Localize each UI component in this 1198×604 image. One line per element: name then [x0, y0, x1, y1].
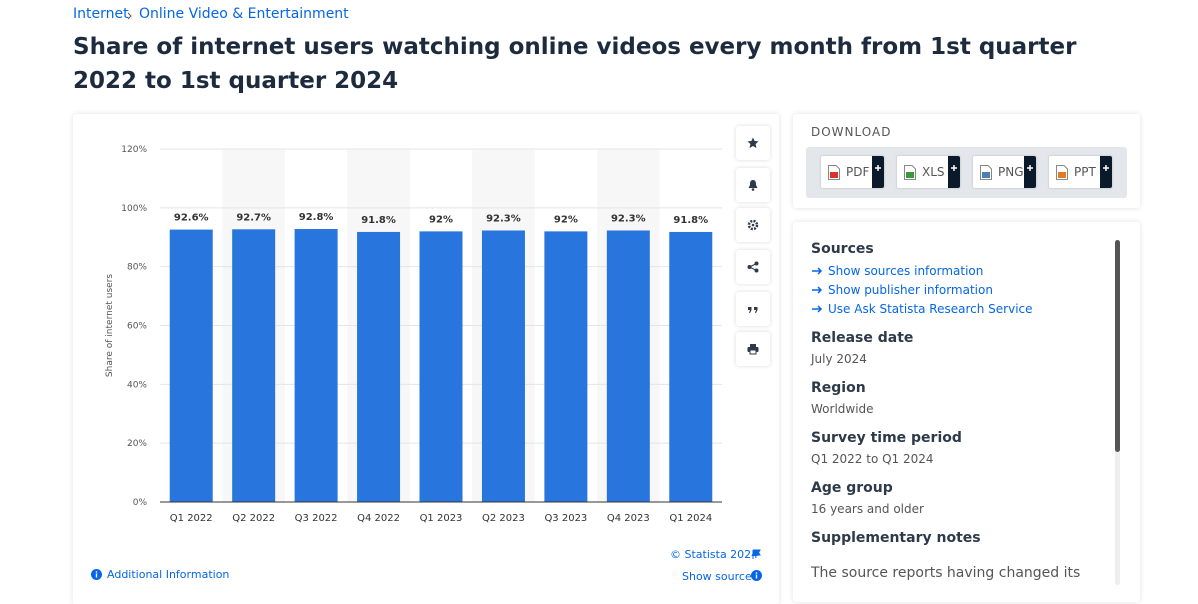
sources-heading: Sources [811, 241, 874, 257]
bar [169, 229, 213, 502]
download-format: XLS [922, 165, 945, 179]
detail-text: Worldwide [811, 402, 874, 416]
plus-icon [1027, 165, 1033, 171]
download-button[interactable]: XLS [897, 156, 960, 188]
bar [606, 230, 650, 502]
expand-button[interactable] [948, 156, 960, 188]
bar [544, 231, 588, 502]
source-link[interactable]: Show sources information [828, 264, 984, 278]
y-axis-label: Share of internet users [105, 274, 115, 377]
cite-button[interactable] [736, 292, 770, 326]
x-tick-label: Q4 2022 [357, 513, 400, 524]
value-label: 91.8% [673, 215, 708, 226]
breadcrumb-separator [127, 12, 132, 20]
scrollbar-thumb[interactable] [1115, 240, 1120, 452]
expand-button[interactable] [1024, 156, 1036, 188]
y-tick-label: 80% [127, 263, 147, 273]
settings-button[interactable] [736, 208, 770, 242]
x-tick-label: Q1 2023 [420, 513, 463, 524]
plus-icon [875, 165, 881, 171]
x-tick-label: Q2 2023 [482, 513, 525, 524]
details-card [793, 222, 1140, 602]
download-button[interactable]: PDF [821, 156, 884, 188]
detail-heading: Release date [811, 330, 914, 346]
y-tick-label: 40% [127, 380, 147, 390]
value-label: 92.3% [611, 213, 646, 224]
download-format: PDF [846, 165, 870, 179]
y-tick-label: 100% [121, 204, 147, 214]
breadcrumb-link[interactable]: Online Video & Entertainment [139, 6, 349, 22]
x-tick-label: Q1 2022 [170, 513, 213, 524]
file-icon [980, 165, 992, 180]
breadcrumb-link[interactable]: Internet [73, 6, 129, 22]
y-tick-label: 0% [133, 498, 148, 508]
detail-text: Q1 2022 to Q1 2024 [811, 452, 934, 466]
value-label: 91.8% [361, 215, 396, 226]
info-icon [91, 569, 102, 580]
detail-heading: Supplementary notes [811, 530, 981, 546]
info-icon [751, 570, 762, 581]
arrow-icon [812, 286, 823, 294]
value-label: 92.3% [486, 213, 521, 224]
flag-icon [752, 549, 761, 559]
file-icon [904, 165, 916, 180]
show-source-link[interactable]: Show source [682, 570, 752, 583]
x-tick-label: Q1 2024 [669, 513, 712, 524]
source-link[interactable]: Show publisher information [828, 283, 993, 297]
source-link[interactable]: Use Ask Statista Research Service [828, 302, 1033, 316]
copyright: © Statista 2024 [670, 548, 759, 561]
value-label: 92% [429, 214, 453, 225]
favorite-button[interactable] [736, 126, 770, 160]
download-title: DOWNLOAD [811, 125, 892, 139]
x-tick-label: Q3 2022 [295, 513, 338, 524]
expand-button[interactable] [872, 156, 884, 188]
y-tick-label: 120% [121, 145, 147, 155]
x-tick-label: Q3 2023 [544, 513, 587, 524]
detail-heading: Region [811, 380, 866, 396]
value-label: 92.7% [236, 212, 271, 223]
detail-text: The source reports having changed its [811, 565, 1081, 581]
share-button[interactable] [736, 250, 770, 284]
detail-heading: Age group [811, 480, 893, 496]
expand-button[interactable] [1100, 156, 1112, 188]
bar [294, 229, 338, 502]
y-tick-label: 60% [127, 322, 147, 332]
x-tick-label: Q4 2023 [607, 513, 650, 524]
page-title: Share of internet users watching online … [73, 34, 1077, 94]
notification-button[interactable] [736, 168, 770, 202]
detail-heading: Survey time period [811, 430, 962, 446]
bar [232, 229, 276, 502]
download-format: PNG [998, 165, 1024, 179]
print-button[interactable] [736, 332, 770, 366]
additional-information-link[interactable]: Additional Information [107, 568, 230, 581]
y-tick-label: 20% [127, 439, 147, 449]
plus-icon [951, 165, 957, 171]
bar [357, 231, 401, 502]
download-button[interactable]: PPT [1049, 156, 1112, 188]
arrow-icon [812, 267, 823, 275]
bar [419, 231, 463, 502]
file-icon [828, 165, 840, 180]
arrow-icon [812, 305, 823, 313]
download-button[interactable]: PNG [973, 156, 1036, 188]
plus-icon [1103, 165, 1109, 171]
value-label: 92% [554, 214, 578, 225]
bar [481, 230, 525, 502]
bar [669, 231, 713, 502]
value-label: 92.8% [299, 212, 334, 223]
detail-text: July 2024 [811, 352, 867, 366]
x-tick-label: Q2 2022 [232, 513, 275, 524]
file-icon [1056, 165, 1068, 180]
value-label: 92.6% [174, 213, 209, 224]
download-format: PPT [1074, 165, 1096, 179]
detail-text: 16 years and older [811, 502, 924, 516]
